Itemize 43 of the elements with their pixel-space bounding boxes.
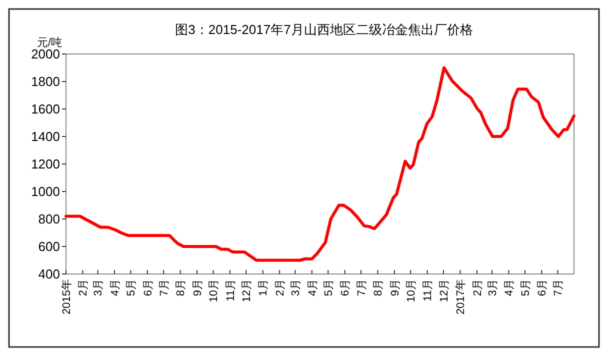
x-tick-label: 9月: [389, 279, 402, 296]
y-tick-label: 400: [38, 266, 60, 282]
x-tick-label: 11月: [422, 279, 434, 302]
x-tick-label: 3月: [486, 279, 499, 296]
x-tick-label: 4月: [109, 279, 122, 296]
x-tick-label: 2015年: [60, 279, 73, 314]
x-tick-label: 7月: [356, 279, 368, 296]
x-tick-label: 2017年: [455, 279, 468, 314]
x-tick-label: 8月: [372, 279, 385, 296]
x-tick-label: 5月: [520, 279, 532, 296]
x-tick-label: 2月: [274, 279, 286, 296]
y-tick-label: 1200: [31, 156, 60, 172]
x-tick-label: 12月: [240, 279, 253, 302]
x-tick-label: 4月: [306, 279, 319, 296]
x-tick-label: 7月: [552, 279, 565, 296]
line-series: [64, 66, 576, 262]
x-tick-label: 2月: [472, 279, 484, 296]
x-tick-label: 10月: [208, 279, 220, 302]
x-tick-label: 2月: [78, 279, 90, 296]
chart-title: 图3：2015-2017年7月山西地区二级冶金焦出厂价格: [175, 22, 473, 37]
y-tick-label: 2000: [31, 46, 60, 62]
y-tick-label: 1600: [31, 102, 60, 117]
x-tick-label: 6月: [142, 279, 154, 296]
x-tick-label: 6月: [340, 279, 352, 296]
y-tick-label: 1800: [31, 74, 60, 90]
y-tick-label: 600: [38, 239, 60, 254]
y-tick-label: 1000: [31, 184, 60, 200]
y-tick-label: 800: [38, 212, 60, 227]
x-tick-label: 4月: [504, 279, 516, 296]
x-tick-label: 3月: [290, 279, 302, 296]
x-tick-label: 5月: [322, 279, 335, 296]
y-tick-label: 1400: [31, 129, 60, 144]
x-tick-label: 6月: [536, 279, 548, 296]
x-tick-label: 11月: [224, 279, 237, 302]
x-tick-label: 7月: [158, 279, 170, 296]
x-tick-label: 1月: [258, 279, 270, 296]
x-tick-label: 3月: [92, 279, 105, 296]
x-tick-label: 5月: [126, 279, 138, 296]
x-tick-label: 8月: [175, 279, 188, 296]
y-axis-title: 元/吨: [36, 36, 62, 49]
x-tick-label: 10月: [405, 279, 418, 302]
x-tick-label: 12月: [438, 279, 450, 302]
x-tick-label: 9月: [192, 279, 204, 296]
